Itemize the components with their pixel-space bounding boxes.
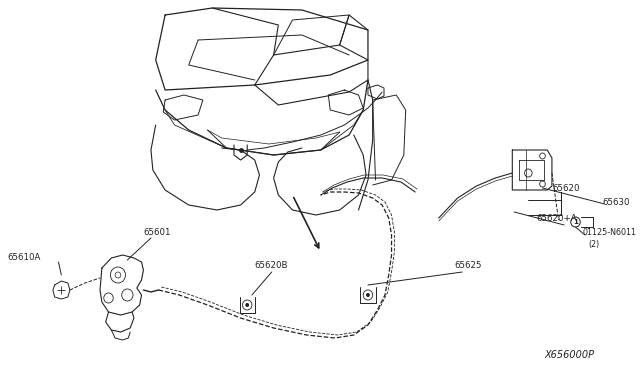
- Text: 01125-N6011: 01125-N6011: [582, 228, 636, 237]
- Text: 65630: 65630: [602, 198, 629, 206]
- Circle shape: [245, 303, 249, 307]
- Text: 65620: 65620: [552, 183, 579, 192]
- Text: 65610A: 65610A: [8, 253, 41, 263]
- Text: 65601: 65601: [143, 228, 171, 237]
- Circle shape: [366, 293, 370, 297]
- Text: 1: 1: [573, 219, 578, 225]
- Text: 65620+A: 65620+A: [536, 214, 577, 222]
- Text: X656000P: X656000P: [545, 350, 595, 360]
- Text: 65620B: 65620B: [255, 260, 288, 269]
- Text: 65625: 65625: [455, 260, 483, 269]
- Text: (2): (2): [589, 240, 600, 248]
